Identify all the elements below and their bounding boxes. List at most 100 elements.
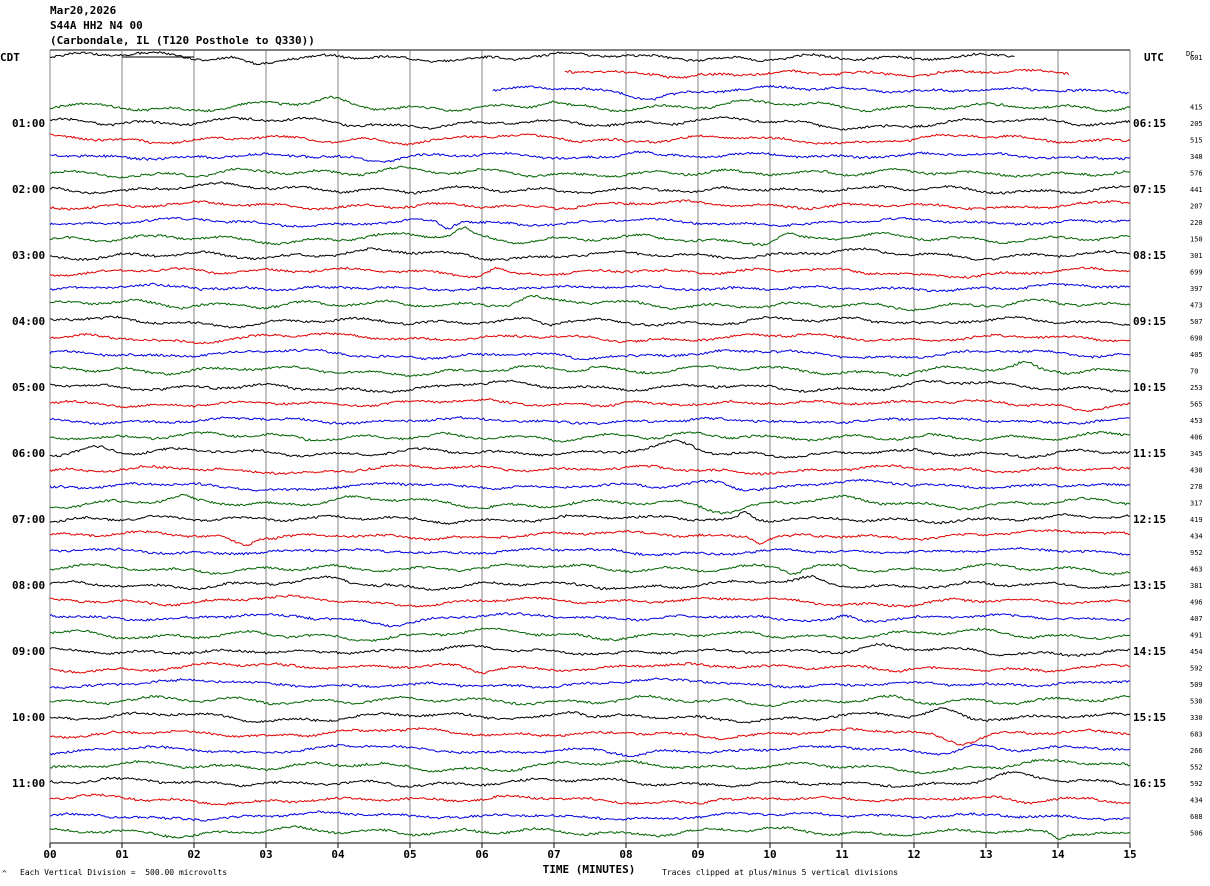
trace-line — [49, 247, 1131, 262]
axis-labels: 00 01 02 03 04 05 06 07 08 09 10 11 12 13 14 15 01:00 02:… — [12, 54, 1203, 861]
dc-offset-label: 150 — [1190, 236, 1203, 244]
x-tick-label: 02 — [187, 848, 200, 861]
dc-offset-label: 690 — [1190, 335, 1203, 343]
x-tick-label: 10 — [763, 848, 776, 861]
dc-offset-label: 601 — [1190, 54, 1203, 62]
left-hour-label: 10:00 — [12, 711, 45, 724]
dc-offset-label: 330 — [1190, 714, 1203, 722]
dc-offset-label: 406 — [1190, 434, 1203, 442]
trace-group — [49, 51, 1131, 840]
x-tick-label: 03 — [259, 848, 272, 861]
trace-line — [49, 150, 1131, 163]
dc-offset-label: 253 — [1190, 384, 1203, 392]
trace-line — [49, 825, 1131, 840]
trace-line — [49, 493, 1131, 515]
trace-line — [49, 810, 1131, 822]
x-tick-label: 00 — [43, 848, 56, 861]
trace-line — [564, 68, 1070, 79]
trace-line — [49, 594, 1131, 608]
trace-line — [49, 431, 1131, 443]
dc-offset-label: 454 — [1190, 648, 1203, 656]
trace-line — [49, 360, 1131, 378]
right-hour-label: 16:15 — [1133, 777, 1166, 790]
x-tick-label: 09 — [691, 848, 704, 861]
trace-line — [49, 133, 1131, 146]
x-tick-label: 15 — [1123, 848, 1136, 861]
trace-line — [49, 398, 1131, 413]
trace-line — [49, 511, 1131, 525]
x-tick-label: 05 — [403, 848, 416, 861]
trace-line — [49, 707, 1131, 724]
left-hour-label: 03:00 — [12, 249, 45, 262]
corner-mark: ^ — [2, 869, 7, 878]
dc-offset-label: 348 — [1190, 153, 1203, 161]
trace-line — [50, 165, 1131, 179]
left-timezone-label: CDT — [0, 51, 20, 64]
trace-line — [49, 661, 1131, 675]
dc-offset-label: 434 — [1190, 533, 1203, 541]
dc-offset-label: 405 — [1190, 351, 1203, 359]
trace-line — [49, 216, 1131, 230]
dc-offset-label: 345 — [1190, 450, 1203, 458]
right-hour-label: 07:15 — [1133, 183, 1166, 196]
right-hour-label: 10:15 — [1133, 381, 1166, 394]
dc-offset-label: 552 — [1190, 764, 1203, 772]
dc-offset-label: 453 — [1190, 417, 1203, 425]
x-tick-label: 01 — [115, 848, 129, 861]
trace-line — [49, 379, 1131, 394]
right-hour-label: 14:15 — [1133, 645, 1166, 658]
dc-offset-label: 463 — [1190, 566, 1203, 574]
dc-offset-label: 491 — [1190, 632, 1203, 640]
dc-offset-label: 699 — [1190, 269, 1203, 277]
trace-line — [49, 294, 1131, 312]
trace-line — [49, 546, 1131, 557]
trace-line — [49, 416, 1131, 426]
dc-offset-label: 207 — [1190, 203, 1203, 211]
trace-line — [49, 181, 1131, 195]
trace-line — [49, 612, 1131, 628]
trace-line — [49, 694, 1131, 707]
trace-line — [49, 758, 1131, 775]
trace-line — [49, 348, 1131, 361]
dc-offset-label: 381 — [1190, 582, 1203, 590]
header-date: Mar20,2026 — [50, 4, 117, 17]
dc-offset-label: 441 — [1190, 186, 1203, 194]
left-hour-label: 01:00 — [12, 117, 45, 130]
x-tick-label: 08 — [619, 848, 632, 861]
trace-line — [49, 199, 1131, 211]
dc-offset-label: 565 — [1190, 401, 1203, 409]
dc-offset-label: 509 — [1190, 681, 1203, 689]
dc-offset-label: 278 — [1190, 483, 1203, 491]
dc-offset-label: 397 — [1190, 285, 1203, 293]
left-hour-label: 05:00 — [12, 381, 45, 394]
x-tick-label: 12 — [907, 848, 920, 861]
dc-offset-label: 530 — [1190, 698, 1203, 706]
dc-offset-label: 688 — [1190, 813, 1203, 821]
dc-offset-label: 266 — [1190, 747, 1203, 755]
dc-offset-label: 317 — [1190, 500, 1203, 508]
trace-line — [49, 226, 1131, 247]
trace-line — [49, 793, 1131, 806]
header-location: (Carbondale, IL (T120 Posthole to Q330)) — [50, 34, 315, 47]
x-tick-label: 04 — [331, 848, 345, 861]
dc-offset-label: 473 — [1190, 302, 1203, 310]
minute-gridlines — [49, 49, 1131, 848]
dc-offset-label: 506 — [1190, 830, 1203, 838]
trace-line — [49, 478, 1131, 492]
dc-offset-label: 683 — [1190, 731, 1203, 739]
dc-offset-label: 952 — [1190, 549, 1203, 557]
x-tick-label: 14 — [1051, 848, 1065, 861]
right-timezone-label: UTC — [1144, 51, 1164, 64]
trace-line — [49, 51, 1015, 66]
trace-line — [49, 677, 1131, 689]
left-hour-label: 11:00 — [12, 777, 45, 790]
clip-note: Traces clipped at plus/minus 5 vertical … — [662, 868, 899, 877]
dc-offset-label: 301 — [1190, 252, 1203, 260]
dc-offset-label: 205 — [1190, 120, 1203, 128]
trace-line — [49, 116, 1131, 131]
trace-line — [49, 315, 1131, 329]
dc-offset-label: 70 — [1190, 368, 1198, 376]
left-hour-label: 08:00 — [12, 579, 45, 592]
x-axis-title: TIME (MINUTES) — [543, 863, 636, 876]
